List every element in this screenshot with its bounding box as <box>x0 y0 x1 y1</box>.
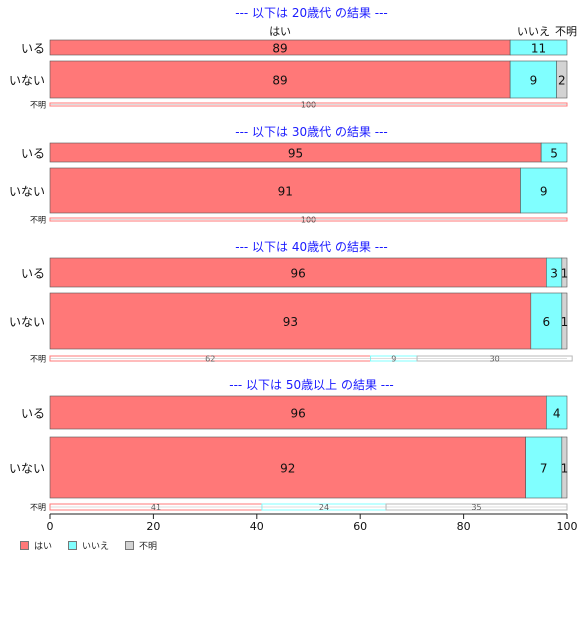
row-category-label: いない <box>9 74 45 88</box>
bar-value-label: 3 <box>550 267 558 281</box>
bar-value-label: 30 <box>490 355 500 364</box>
bar-value-label: 100 <box>301 216 316 225</box>
series-top-label: はい <box>269 25 291 38</box>
bar-segment-unknown <box>561 257 568 288</box>
row-category-label: いる <box>21 267 45 281</box>
legend-item-unknown: 不明 <box>125 539 157 552</box>
legend-label-yes: はい <box>34 542 53 552</box>
bar-segment-no <box>509 39 568 56</box>
bar-value-label: 2 <box>558 74 566 88</box>
bar-value-label: 1 <box>561 462 569 476</box>
bar-value-label: 6 <box>542 315 550 329</box>
bar-value-label: 96 <box>291 267 306 281</box>
bar-segment-unknown <box>561 292 568 350</box>
bar-value-label: 92 <box>280 462 295 476</box>
x-axis-tick-label: 100 <box>557 520 578 533</box>
bar-value-label: 11 <box>531 42 546 56</box>
row-category-label: 不明 <box>30 355 46 364</box>
row-category-label: 不明 <box>30 101 46 110</box>
panel-title: --- 以下は 40歳代 の結果 --- <box>235 240 388 254</box>
row-category-label: 不明 <box>30 503 46 512</box>
row-category-label: いない <box>9 462 45 476</box>
panel-title: --- 以下は 50歳以上 の結果 --- <box>229 378 394 392</box>
bar-segment-unknown <box>556 60 568 99</box>
bar-value-label: 9 <box>391 355 396 364</box>
bar-segment-yes <box>49 395 547 430</box>
row-category-label: いる <box>21 147 45 161</box>
bar-value-label: 24 <box>319 503 329 512</box>
bar-value-label: 62 <box>205 355 215 364</box>
x-axis-tick-label: 80 <box>457 520 471 533</box>
bar-segment-yes <box>49 167 521 214</box>
panel-title: --- 以下は 20歳代 の結果 --- <box>235 6 388 20</box>
bar-segment-yes <box>49 436 526 499</box>
bar-value-label: 100 <box>301 101 316 110</box>
row-category-label: 不明 <box>30 216 46 225</box>
row-category-label: いない <box>9 185 45 199</box>
bar-value-label: 41 <box>151 503 161 512</box>
legend-item-yes: はい <box>20 539 52 552</box>
bar-segment-yes <box>49 292 532 350</box>
x-axis-tick-label: 40 <box>250 520 264 533</box>
row-category-label: いない <box>9 315 45 329</box>
x-axis-tick-label: 20 <box>146 520 160 533</box>
legend-item-no: いいえ <box>68 539 109 552</box>
chart-legend: はい いいえ 不明 <box>20 539 157 552</box>
legend-label-no: いいえ <box>82 542 110 552</box>
bar-segment-no <box>546 395 568 430</box>
row-category-label: いる <box>21 407 45 421</box>
bar-segment-yes <box>49 257 547 288</box>
bar-segment-no <box>540 142 568 163</box>
legend-swatch-yes <box>20 541 29 550</box>
bar-value-label: 96 <box>291 407 306 421</box>
bar-value-label: 9 <box>540 185 548 199</box>
legend-swatch-unknown <box>125 541 135 550</box>
bar-value-label: 95 <box>288 147 303 161</box>
bar-value-label: 89 <box>272 74 287 88</box>
bar-value-label: 89 <box>272 42 287 56</box>
bar-segment-no <box>530 292 563 350</box>
bar-value-label: 93 <box>283 315 298 329</box>
x-axis-tick-label: 60 <box>353 520 367 533</box>
legend-swatch-no <box>68 541 78 550</box>
legend-label-unknown: 不明 <box>139 542 158 552</box>
bar-value-label: 1 <box>561 267 569 281</box>
bar-value-label: 1 <box>561 315 569 329</box>
bar-segment-no <box>520 167 568 214</box>
series-top-label: 不明 <box>555 25 577 38</box>
bar-value-label: 35 <box>471 503 481 512</box>
bar-value-label: 91 <box>278 185 293 199</box>
bar-value-label: 9 <box>530 74 538 88</box>
bar-value-label: 5 <box>550 147 558 161</box>
row-category-label: いる <box>21 42 45 56</box>
series-top-label: いいえ <box>517 25 550 38</box>
x-axis-tick-label: 0 <box>47 520 54 533</box>
panel-title: --- 以下は 30歳代 の結果 --- <box>235 125 388 139</box>
bar-value-label: 7 <box>540 462 548 476</box>
bar-value-label: 4 <box>553 407 561 421</box>
bar-segment-unknown <box>561 436 568 499</box>
